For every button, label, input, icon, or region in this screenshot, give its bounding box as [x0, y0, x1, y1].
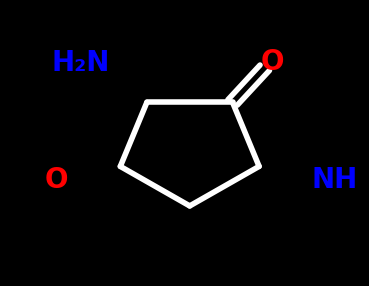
Text: NH: NH: [311, 166, 358, 194]
Text: O: O: [260, 48, 284, 76]
Text: H₂N: H₂N: [52, 49, 110, 77]
Text: O: O: [45, 166, 68, 194]
